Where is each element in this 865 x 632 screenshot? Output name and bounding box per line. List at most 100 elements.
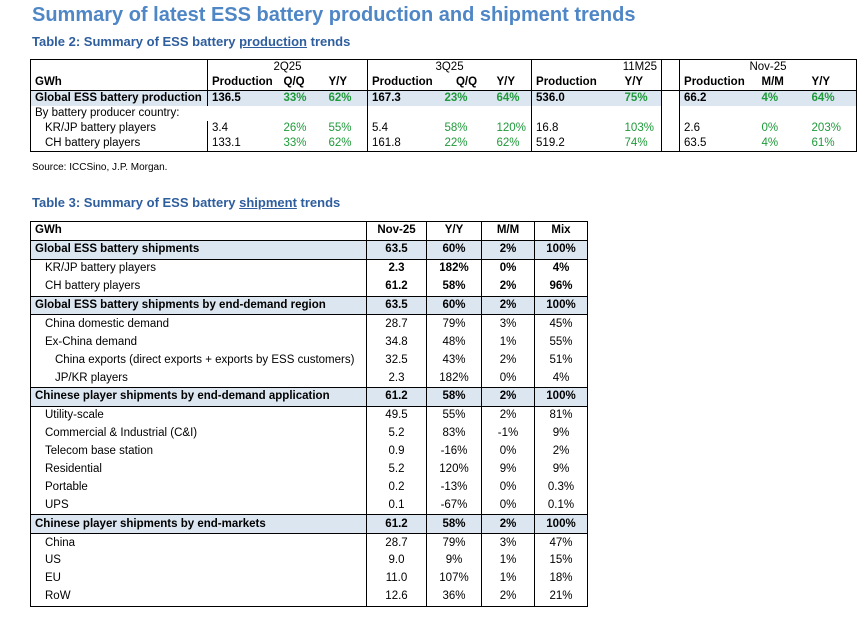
table2-gap — [661, 106, 681, 121]
cell-value: 0.3% — [534, 478, 588, 497]
page-title: Summary of latest ESS battery production… — [32, 4, 636, 26]
cell-value: 2% — [481, 406, 535, 425]
row-label: US — [30, 552, 367, 570]
empty-cell — [325, 106, 368, 121]
column-header: Production — [207, 75, 280, 91]
cell-value: 0.1% — [534, 496, 588, 515]
table-row: Global ESS battery shipments 63.5 60% 2% 100… — [30, 239, 588, 260]
cell-value: 64% — [492, 90, 532, 106]
cell-value: 81% — [534, 406, 588, 425]
table-row: RoW 12.6 36% 2% 21% — [30, 587, 588, 607]
cell-value: 519.2 — [531, 136, 621, 152]
cell-value: 182% — [426, 259, 482, 278]
cell-value: 2.3 — [366, 259, 427, 278]
row-label: Telecom base station — [30, 442, 367, 461]
column-header: Production — [531, 75, 621, 91]
row-label: By battery producer country: — [30, 106, 280, 121]
cell-value: 5.2 — [366, 460, 427, 479]
empty-cell — [621, 106, 662, 121]
cell-value: 0% — [481, 369, 535, 388]
cell-value: 55% — [426, 406, 482, 425]
table-row: Utility-scale 49.5 55% 2% 81% — [30, 406, 588, 425]
table-row: China exports (direct exports + exports … — [30, 351, 588, 370]
row-label: Portable — [30, 478, 367, 497]
column-header: GWh — [30, 221, 367, 241]
cell-value: 55% — [534, 333, 588, 352]
table-row: EU 11.0 107% 1% 18% — [30, 569, 588, 588]
cell-value: 58% — [426, 277, 482, 297]
row-label: Global ESS battery shipments — [30, 239, 367, 260]
cell-value: 107% — [426, 569, 482, 588]
cell-value: 536.0 — [531, 90, 621, 106]
cell-value: 0.9 — [366, 442, 427, 461]
cell-value: 61% — [807, 136, 858, 152]
row-label: KR/JP battery players — [30, 121, 208, 136]
cell-value: 4% — [534, 259, 588, 278]
empty-cell — [280, 106, 325, 121]
cell-value: 2.6 — [684, 122, 701, 134]
cell-value: 100% — [534, 239, 588, 260]
table-row: UPS 0.1 -67% 0% 0.1% — [30, 496, 588, 515]
cell-value: 48% — [426, 333, 482, 352]
cell-value: 2% — [481, 295, 535, 316]
table-row: Global ESS battery shipments by end-dema… — [30, 295, 588, 316]
row-label: China — [30, 533, 367, 553]
row-label: China domestic demand — [30, 314, 367, 334]
column-header: Q/Q — [440, 75, 493, 91]
table2-gap — [661, 90, 681, 106]
cell-value: 3.4 — [207, 121, 280, 136]
row-label: Ex-China demand — [30, 333, 367, 352]
row-label: Chinese player shipments by end-demand a… — [30, 387, 367, 407]
production-table: 2Q25 3Q25 11M25 Nov-25 GWh Production Q/… — [30, 59, 858, 152]
cell-value: 133.1 — [207, 136, 280, 152]
cell-value: 4% — [757, 90, 808, 106]
cell-value: 96% — [534, 277, 588, 297]
cell-value: 49.5 — [366, 406, 427, 425]
cell-value: 2% — [481, 514, 535, 535]
cell-value: 75% — [620, 90, 662, 106]
cell-value: 33% — [279, 136, 325, 152]
period-header: 2Q25 — [206, 59, 368, 75]
cell-value: 4% — [757, 136, 808, 152]
cell-value: 11.0 — [366, 569, 427, 588]
cell-value: 28.7 — [366, 314, 427, 334]
table2-gap — [661, 59, 681, 75]
row-label: CH battery players — [30, 136, 208, 152]
table-row: China domestic demand 28.7 79% 3% 45% — [30, 314, 588, 334]
row-label: Chinese player shipments by end-markets — [30, 514, 367, 535]
cell-value: 58% — [444, 122, 468, 134]
cell-value: 64% — [807, 90, 858, 106]
cell-value: 74% — [620, 136, 662, 152]
row-label: RoW — [30, 587, 367, 607]
period-header: Nov-25 — [679, 59, 858, 75]
cell-value: 22% — [440, 136, 493, 152]
cell-value: 83% — [426, 424, 482, 443]
row-label: EU — [30, 569, 367, 588]
cell-value: 63.5 — [366, 295, 427, 316]
cell-value: 0.2 — [366, 478, 427, 497]
empty-cell — [441, 106, 493, 121]
table2-column-row: GWh Production Q/Q Y/Y Production Q/Q Y/… — [30, 75, 858, 91]
cell-value: 1% — [481, 333, 535, 352]
table-row: Chinese player shipments by end-demand a… — [30, 387, 588, 407]
table3-caption-post: trends — [296, 195, 341, 210]
column-header: Y/Y — [807, 75, 858, 91]
cell-value: 36% — [426, 587, 482, 607]
table2-gap — [661, 75, 681, 91]
table3-caption-pre: Table 3: Summary of ESS battery — [32, 195, 240, 210]
row-label: KR/JP battery players — [30, 259, 367, 278]
table-row: KR/JP battery players 3.4 26% 55% 5.4 58… — [30, 121, 858, 136]
column-header: Mix — [534, 221, 588, 241]
table2-caption-underlined: production — [239, 34, 307, 49]
cell-value: 51% — [534, 351, 588, 370]
cell-value: 63.5 — [679, 136, 758, 152]
empty-cell — [367, 106, 441, 121]
cell-value: 100% — [534, 295, 588, 316]
cell-value: 9.0 — [366, 552, 427, 570]
cell-value: 58% — [426, 514, 482, 535]
table2-gap — [661, 136, 681, 152]
table-row: By battery producer country: — [30, 106, 858, 121]
table-row: US 9.0 9% 1% 15% — [30, 552, 588, 570]
cell-value: 61.2 — [366, 514, 427, 535]
table-row: Ex-China demand 34.8 48% 1% 55% — [30, 333, 588, 352]
